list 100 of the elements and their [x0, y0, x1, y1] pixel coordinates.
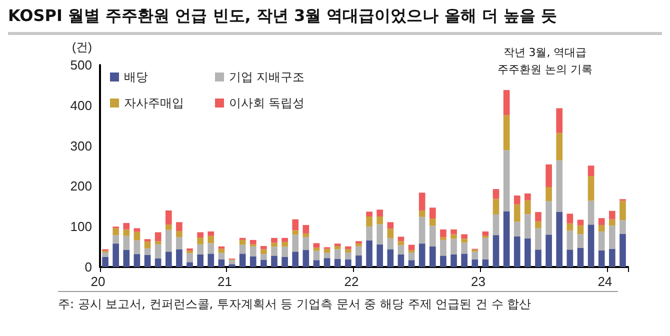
bar [398, 236, 404, 242]
bar [208, 236, 214, 244]
y-tick-label: 300 [70, 138, 92, 154]
bar [598, 231, 605, 250]
bar [577, 234, 584, 248]
bar [387, 249, 394, 267]
bar [344, 252, 352, 260]
bar [356, 241, 362, 244]
bar [418, 244, 426, 267]
bar [514, 236, 520, 267]
bar [608, 226, 616, 249]
bar [154, 244, 162, 259]
bar [418, 210, 426, 217]
bar [112, 235, 120, 244]
bar [271, 238, 278, 243]
bar [503, 211, 510, 267]
bar [208, 254, 214, 267]
bar [186, 248, 193, 251]
bar [218, 246, 225, 249]
y-tick-label: 200 [70, 178, 92, 194]
bar [302, 250, 310, 267]
bar [186, 250, 193, 254]
bar [535, 250, 542, 267]
bar [608, 210, 616, 220]
bar [123, 229, 130, 236]
bar [228, 260, 236, 264]
bar [292, 230, 299, 235]
bar [356, 255, 362, 267]
bar [366, 212, 372, 216]
bar [503, 150, 510, 212]
bar [535, 221, 542, 228]
bar [418, 192, 426, 210]
x-tick-label: 20 [90, 274, 106, 289]
bar [376, 216, 384, 224]
bar [292, 252, 299, 267]
bar [387, 228, 394, 238]
bar [176, 231, 182, 238]
bar [165, 230, 172, 252]
bar [440, 237, 446, 240]
bar [218, 259, 225, 267]
bar [282, 238, 288, 242]
y-axis-title: (건) [72, 40, 92, 54]
bar [165, 252, 172, 267]
bar [239, 254, 246, 267]
bar [376, 224, 384, 244]
bar [282, 246, 288, 257]
bar [408, 252, 415, 260]
bar [492, 198, 500, 214]
y-tick-label: 0 [84, 260, 92, 274]
bar [524, 193, 531, 200]
bar [461, 242, 468, 254]
bar [154, 241, 162, 244]
bar [546, 187, 552, 202]
bar [408, 260, 415, 267]
bar [123, 222, 130, 230]
bar [461, 238, 468, 243]
bar [598, 218, 605, 225]
legend-label: 배당 [124, 70, 148, 84]
bar [608, 248, 616, 267]
bar [228, 264, 236, 267]
bar [398, 254, 404, 267]
bar [429, 246, 436, 267]
bar [271, 246, 278, 256]
bar [134, 232, 140, 240]
bar [503, 115, 510, 150]
bar [250, 240, 256, 244]
bar [461, 234, 468, 239]
bar [260, 249, 267, 254]
bar [429, 218, 436, 226]
bar [398, 245, 404, 254]
y-tick-label: 400 [70, 98, 92, 113]
bar [535, 228, 542, 250]
bar [577, 225, 584, 234]
bar [556, 212, 563, 267]
bar [492, 235, 500, 267]
bar [608, 219, 616, 226]
bar [302, 233, 310, 238]
bar [324, 258, 330, 267]
chart-title: KOSPI 월별 주주환원 언급 빈도, 작년 3월 역대급이었으나 올해 더 높을 듯 [8, 6, 662, 35]
bar [324, 248, 330, 253]
bar [176, 222, 182, 232]
bar [588, 176, 594, 201]
bar [588, 200, 594, 225]
bar [429, 208, 436, 219]
bar [165, 210, 172, 225]
bar [154, 258, 162, 267]
bar [302, 224, 310, 234]
bar [440, 240, 446, 256]
bar [218, 252, 225, 260]
bar [208, 231, 214, 236]
x-tick-label: 21 [218, 274, 232, 289]
bar [492, 214, 500, 236]
bar [376, 244, 384, 267]
bar [313, 243, 320, 248]
legend-label: 자사주매입 [124, 96, 184, 110]
bar [239, 240, 246, 245]
bar [260, 260, 267, 267]
bar [450, 234, 457, 239]
bar [566, 214, 574, 224]
bar [260, 246, 267, 250]
